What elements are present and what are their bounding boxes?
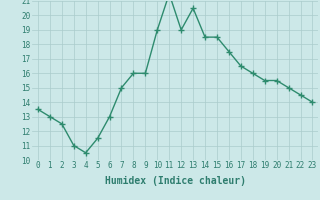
X-axis label: Humidex (Indice chaleur): Humidex (Indice chaleur) xyxy=(105,176,246,186)
